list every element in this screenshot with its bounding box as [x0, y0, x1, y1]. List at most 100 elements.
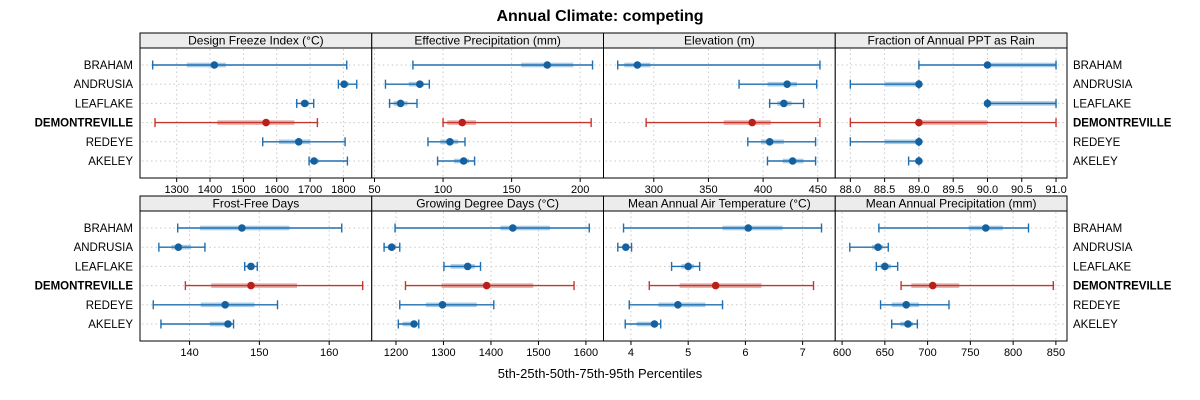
row-label-left-redeye: REDEYE [86, 300, 134, 312]
axis-tick-label: 150 [250, 347, 268, 359]
axis-tick-label: 600 [833, 347, 851, 359]
x-axis-caption: 5th-25th-50th-75th-95th Percentiles [498, 366, 703, 381]
strip-title: Mean Annual Air Temperature (°C) [628, 197, 811, 211]
row-label-left-redeye: REDEYE [86, 137, 134, 149]
axis-tick-label: 7 [800, 347, 806, 359]
median-dot-akeley [915, 157, 923, 165]
median-dot-demontreville [247, 281, 255, 290]
axis-tick-label: 100 [434, 184, 452, 196]
strip-title: Fraction of Annual PPT as Rain [868, 34, 1035, 48]
median-dot-braham [981, 224, 990, 232]
panel-box [139, 47, 373, 179]
axis-tick-label: 800 [1004, 347, 1022, 359]
axis-tick-label: 700 [918, 347, 936, 359]
median-dot-akeley [650, 320, 659, 328]
median-dot-andrusia [622, 243, 630, 251]
median-dot-redeye [902, 301, 911, 309]
panel-box [603, 47, 836, 179]
axis-tick-label: 750 [961, 347, 979, 359]
median-dot-redeye [446, 138, 454, 146]
axis-tick-label: 200 [571, 184, 589, 196]
median-dot-akeley [459, 157, 468, 165]
axis-tick-label: 400 [754, 184, 772, 196]
median-dot-andrusia [387, 243, 396, 251]
axis-tick-label: 1400 [198, 184, 222, 196]
row-label-left-akeley: AKELEY [88, 319, 133, 331]
row-label-left-demontreville: DEMONTREVILLE [35, 281, 134, 293]
median-dot-braham [633, 61, 642, 69]
axis-tick-label: 1600 [574, 347, 598, 359]
median-dot-andrusia [415, 80, 424, 88]
axis-tick-label: 650 [876, 347, 894, 359]
median-dot-leaflake [247, 262, 255, 271]
row-label-right-braham: BRAHAM [1073, 223, 1122, 235]
median-dot-demontreville [928, 281, 937, 290]
strip-title: Design Freeze Index (°C) [188, 34, 324, 48]
row-label-left-leaflake: LEAFLAKE [75, 98, 133, 110]
strip-title: Elevation (m) [684, 34, 755, 48]
axis-tick-label: 850 [1047, 347, 1065, 359]
row-label-right-demontreville: DEMONTREVILLE [1073, 281, 1172, 293]
panel-box [834, 210, 1068, 342]
median-dot-braham [543, 61, 552, 69]
median-dot-andrusia [340, 80, 348, 88]
panel-box [371, 47, 604, 179]
axis-tick-label: 1500 [526, 347, 550, 359]
panel-box [603, 210, 836, 342]
row-label-left-braham: BRAHAM [84, 223, 133, 235]
panel-box [371, 210, 604, 342]
row-label-right-redeye: REDEYE [1073, 300, 1121, 312]
row-label-left-demontreville: DEMONTREVILLE [35, 118, 134, 130]
median-dot-leaflake [396, 99, 405, 108]
axis-tick-label: 50 [368, 184, 380, 196]
panels-container: Design Freeze Index (°C) 1300 1400 1500 1600… [35, 32, 1172, 359]
panel-mean-annual-air-temperature-c-: Mean Annual Air Temperature (°C) 4 5 6 7 [603, 195, 836, 359]
median-dot-braham [744, 224, 753, 232]
row-label-right-akeley: AKELEY [1073, 319, 1118, 331]
row-label-right-demontreville: DEMONTREVILLE [1073, 118, 1172, 130]
axis-tick-label: 1400 [479, 347, 503, 359]
axis-tick-label: 90.0 [977, 184, 998, 196]
row-label-left-leaflake: LEAFLAKE [75, 261, 133, 273]
median-dot-braham [210, 61, 219, 69]
panel-frost-free-days: Frost-Free Days 140 150 160 [139, 195, 373, 359]
axis-tick-label: 6 [742, 347, 748, 359]
row-label-right-leaflake: LEAFLAKE [1073, 98, 1131, 110]
axis-tick-label: 150 [502, 184, 520, 196]
median-dot-redeye [674, 301, 682, 309]
axis-tick-label: 1300 [431, 347, 455, 359]
median-dot-redeye [221, 301, 229, 309]
axis-tick-label: 1600 [264, 184, 288, 196]
median-dot-braham [983, 61, 992, 69]
median-dot-akeley [224, 320, 232, 328]
median-dot-demontreville [482, 281, 491, 290]
median-dot-demontreville [458, 118, 467, 127]
strip-title: Mean Annual Precipitation (mm) [866, 197, 1037, 211]
axis-tick-label: 140 [180, 347, 198, 359]
median-dot-akeley [788, 157, 797, 165]
median-dot-leaflake [300, 99, 309, 108]
axis-tick-label: 1300 [164, 184, 188, 196]
median-dot-andrusia [783, 80, 791, 88]
axis-tick-label: 91.0 [1045, 184, 1066, 196]
median-dot-demontreville [915, 118, 923, 127]
median-dot-andrusia [874, 243, 882, 251]
row-label-left-andrusia: ANDRUSIA [74, 79, 134, 91]
axis-tick-label: 5 [685, 347, 691, 359]
median-dot-braham [238, 224, 246, 232]
median-dot-demontreville [748, 118, 756, 127]
panel-box [139, 210, 373, 342]
row-label-left-braham: BRAHAM [84, 60, 133, 72]
median-dot-andrusia [915, 80, 923, 88]
axis-tick-label: 90.5 [1011, 184, 1032, 196]
axis-tick-label: 1200 [384, 347, 408, 359]
median-dot-leaflake [881, 262, 889, 271]
row-label-left-akeley: AKELEY [88, 156, 133, 168]
row-label-right-andrusia: ANDRUSIA [1073, 242, 1133, 254]
median-dot-demontreville [711, 281, 720, 290]
median-dot-leaflake [780, 99, 788, 108]
row-label-right-redeye: REDEYE [1073, 137, 1121, 149]
strip-title: Frost-Free Days [213, 197, 300, 211]
